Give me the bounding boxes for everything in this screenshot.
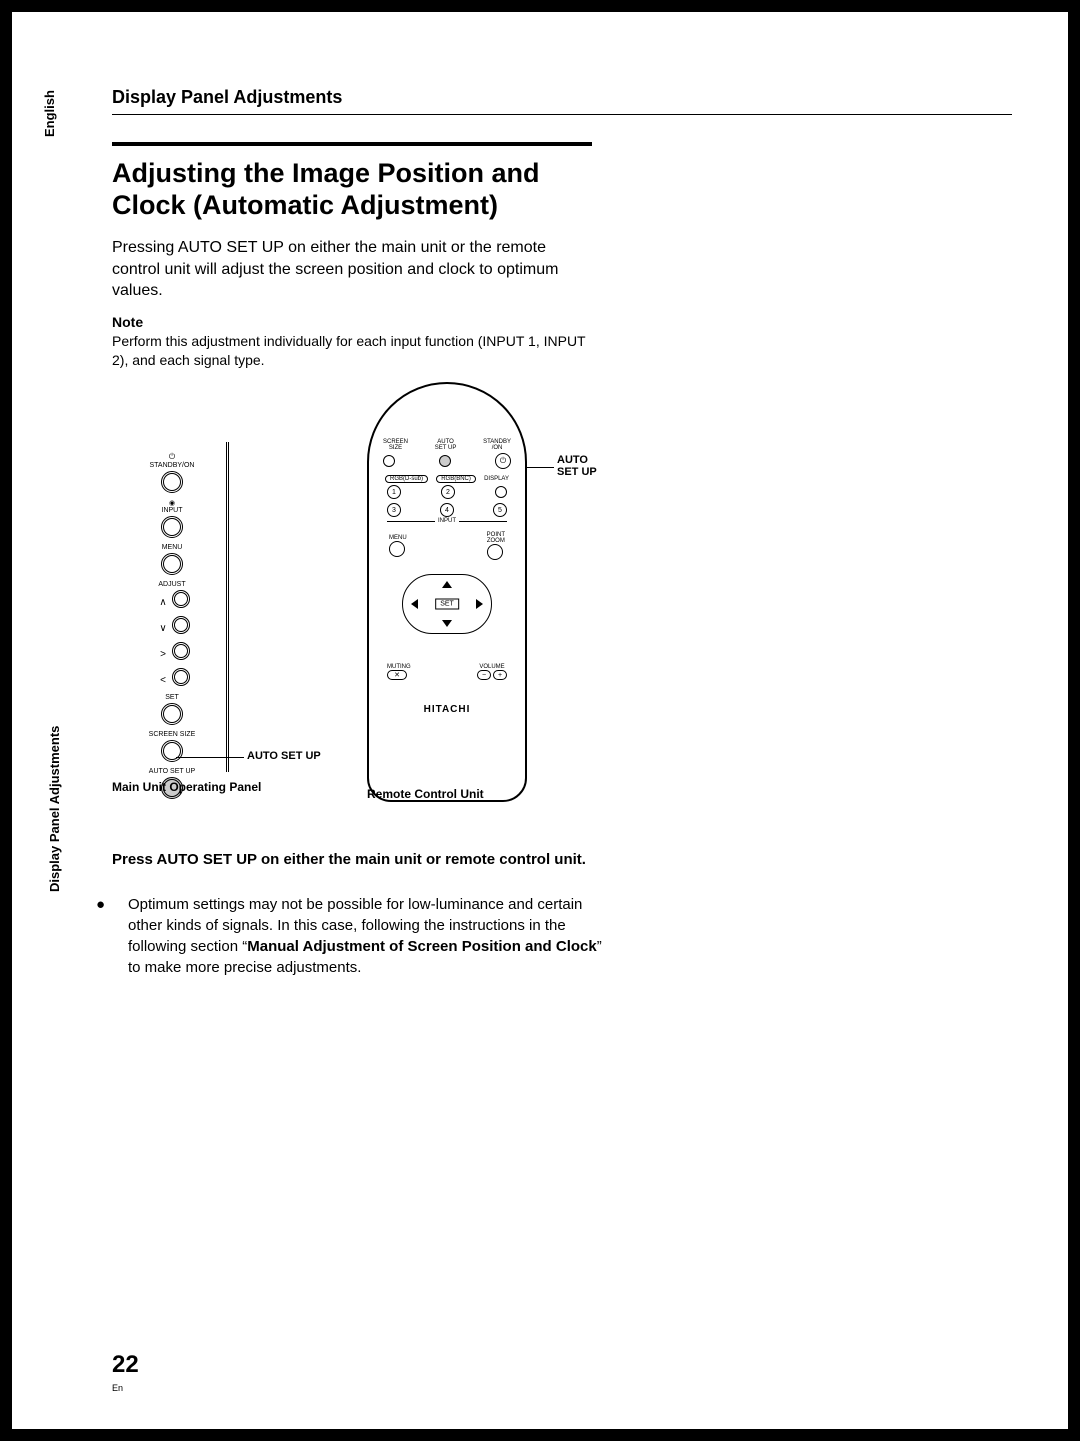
r-vol-up: +: [493, 670, 507, 680]
r-dpad: SET: [402, 574, 492, 634]
mu-screensize-button: [161, 740, 183, 762]
r-standby-button: ⏻: [495, 453, 511, 469]
note-label: Note: [112, 314, 143, 330]
r-input-line: INPUT: [387, 521, 507, 522]
r-num-1: 1: [387, 485, 401, 499]
r-num-2: 2: [441, 485, 455, 499]
mu-adjust-group: ∧ ∨ > <: [158, 590, 190, 694]
section-header: Display Panel Adjustments: [112, 87, 342, 108]
r-muting-label: MUTING: [387, 664, 411, 670]
r-set-button: SET: [435, 599, 459, 610]
mu-set-label: SET: [165, 694, 179, 701]
page-title: Adjusting the Image Position and Clock (…: [112, 157, 592, 222]
mu-right-button: [172, 642, 190, 660]
r-display-label: DISPLAY: [484, 476, 509, 482]
side-tab: Display Panel Adjustments: [47, 726, 62, 892]
r-rgbdsub-label: RGB(D-sub): [385, 475, 428, 483]
mu-menu-button: [161, 553, 183, 575]
r-standby-label: STANDBY /ON: [483, 439, 511, 451]
mu-adjust-label: ADJUST: [158, 581, 185, 588]
r-screensize-button: [383, 455, 395, 467]
r-num-3: 3: [387, 503, 401, 517]
note-text: Perform this adjustment individually for…: [112, 332, 592, 370]
r-vol-down: −: [477, 670, 491, 680]
intro-text: Pressing AUTO SET UP on either the main …: [112, 237, 592, 302]
mu-up-button: [172, 590, 190, 608]
page: Display Panel Adjustments English Adjust…: [12, 12, 1068, 1429]
remote-callout-line: [526, 467, 554, 468]
mu-autosetup-label: AUTO SET UP: [149, 768, 195, 775]
remote-callout-text: AUTO SET UP: [557, 454, 597, 478]
mu-callout-text: AUTO SET UP: [247, 750, 321, 762]
r-brand: HITACHI: [377, 704, 517, 715]
r-rgbbnc-label: RGB(BNC): [436, 475, 476, 483]
mu-menu-label: MENU: [162, 544, 183, 551]
mu-input-label: INPUT: [162, 507, 183, 514]
r-menu-label: MENU: [389, 535, 407, 541]
title-rule: [112, 142, 592, 146]
language-tab: English: [42, 90, 57, 137]
r-menu-button: [389, 541, 405, 557]
r-input-label: INPUT: [435, 518, 459, 524]
mu-divider: [226, 442, 229, 772]
mu-callout-line: [176, 757, 244, 758]
r-muting-button: ✕: [387, 670, 407, 680]
r-pointzoom-button: [487, 544, 503, 560]
r-autosetup-button: [439, 455, 451, 467]
r-pointzoom-label: POINT ZOOM: [487, 532, 505, 544]
r-num-5: 5: [493, 503, 507, 517]
remote-caption: Remote Control Unit: [367, 787, 484, 801]
page-lang: En: [112, 1383, 123, 1393]
page-number: 22: [112, 1351, 139, 1379]
bullet-bold: Manual Adjustment of Screen Position and…: [247, 938, 597, 955]
r-num-4: 4: [440, 503, 454, 517]
mu-set-button: [161, 703, 183, 725]
mu-screensize-label: SCREEN SIZE: [149, 731, 196, 738]
main-unit-panel: ⏻ STANDBY/ON ◉ INPUT MENU ADJUST ∧ ∨ > <…: [127, 452, 217, 805]
mu-caption: Main Unit Operating Panel: [112, 780, 261, 794]
header-rule: [112, 114, 1012, 115]
r-autosetup-label: AUTO SET UP: [435, 439, 457, 451]
diagram-area: ⏻ STANDBY/ON ◉ INPUT MENU ADJUST ∧ ∨ > <…: [112, 382, 632, 842]
r-screensize-label: SCREEN SIZE: [383, 439, 408, 451]
mu-standby-button: [161, 471, 183, 493]
remote-control: SCREEN SIZE AUTO SET UP STANDBY /ON ⏻ RG…: [367, 382, 527, 802]
mu-left-button: [172, 668, 190, 686]
mu-down-button: [172, 616, 190, 634]
mu-standby-label: STANDBY/ON: [150, 462, 195, 469]
instruction-text: Press AUTO SET UP on either the main uni…: [112, 850, 612, 870]
r-display-button: [495, 486, 507, 498]
mu-input-button: [161, 516, 183, 538]
bullet-block: ●Optimum settings may not be possible fo…: [112, 894, 612, 978]
